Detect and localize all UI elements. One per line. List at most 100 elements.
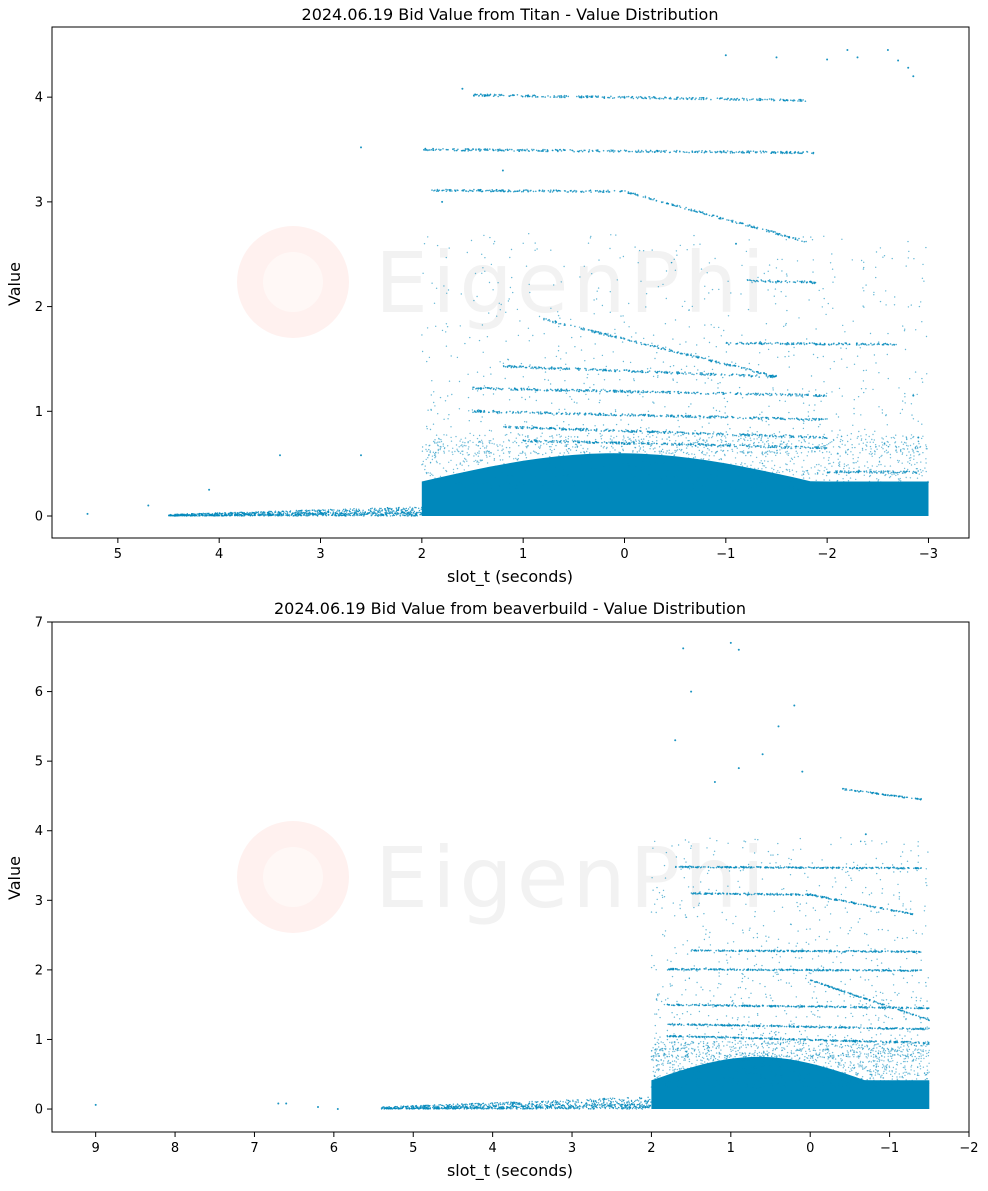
- scatter-point: [608, 441, 610, 443]
- scatter-point: [900, 441, 903, 443]
- scatter-point: [236, 512, 239, 514]
- scatter-point: [613, 189, 616, 192]
- scatter-point: [207, 515, 209, 517]
- scatter-point: [784, 436, 786, 438]
- scatter-point: [442, 148, 444, 150]
- scatter-point: [761, 435, 763, 437]
- scatter-point: [590, 461, 592, 464]
- scatter-point: [562, 458, 564, 460]
- scatter-point: [621, 469, 624, 471]
- scatter-point: [657, 97, 660, 100]
- scatter-point: [578, 150, 581, 152]
- scatter-point: [708, 455, 711, 457]
- scatter-point: [560, 461, 562, 463]
- scatter-point: [710, 360, 712, 363]
- scatter-point: [685, 452, 688, 455]
- scatter-point: [693, 479, 696, 481]
- scatter-point: [357, 513, 359, 516]
- scatter-point: [819, 436, 822, 439]
- scatter-point: [818, 418, 820, 420]
- scatter-point: [652, 488, 654, 490]
- scatter-point: [482, 443, 484, 445]
- scatter-point: [609, 334, 612, 336]
- scatter-point: [239, 515, 241, 517]
- scatter-point: [789, 393, 791, 395]
- scatter-point: [780, 477, 782, 479]
- scatter-point: [567, 435, 570, 438]
- scatter-point: [911, 448, 913, 450]
- scatter-point: [609, 389, 611, 392]
- scatter-point: [819, 487, 821, 489]
- scatter-point: [384, 513, 387, 516]
- scatter-point: [513, 150, 515, 152]
- scatter-point: [476, 189, 478, 192]
- scatter-point: [336, 515, 338, 517]
- scatter-point: [380, 507, 382, 510]
- scatter-point: [263, 515, 265, 517]
- scatter-point: [546, 390, 548, 392]
- scatter-point: [674, 476, 676, 478]
- scatter-point: [497, 445, 499, 448]
- scatter-point: [704, 473, 706, 476]
- scatter-point: [857, 460, 859, 462]
- scatter-point: [338, 510, 340, 512]
- scatter-point: [322, 514, 324, 516]
- scatter-point: [723, 453, 726, 456]
- scatter-point: [533, 94, 536, 96]
- scatter-point: [696, 372, 698, 375]
- scatter-point: [655, 391, 657, 394]
- scatter-point: [524, 454, 527, 456]
- scatter-point: [767, 460, 769, 463]
- scatter-point: [767, 280, 770, 282]
- scatter-point: [692, 458, 695, 460]
- scatter-point: [209, 513, 211, 515]
- scatter-point: [302, 512, 304, 514]
- scatter-point: [790, 481, 792, 483]
- scatter-point: [546, 149, 549, 151]
- scatter-point: [713, 374, 716, 376]
- scatter-point: [829, 441, 831, 444]
- scatter-point: [616, 369, 618, 371]
- scatter-point: [914, 463, 916, 466]
- scatter-point: [592, 389, 595, 392]
- scatter-point: [492, 190, 495, 193]
- scatter-point: [562, 469, 565, 471]
- scatter-point: [625, 149, 628, 152]
- scatter-point: [811, 450, 813, 452]
- scatter-point: [597, 414, 599, 416]
- scatter-point: [676, 474, 678, 477]
- scatter-point: [471, 190, 474, 192]
- scatter-point: [509, 487, 511, 490]
- scatter-point: [747, 476, 749, 478]
- scatter-point: [521, 476, 523, 479]
- scatter-point: [695, 97, 697, 99]
- scatter-point: [910, 434, 913, 436]
- scatter-point: [919, 469, 922, 471]
- scatter-point: [898, 479, 900, 481]
- scatter-point: [786, 463, 788, 466]
- scatter-point: [552, 437, 554, 439]
- scatter-point: [514, 485, 516, 488]
- scatter-point: [624, 190, 626, 192]
- scatter-point: [654, 486, 656, 488]
- scatter-point: [287, 514, 290, 516]
- scatter-point: [708, 214, 711, 217]
- scatter-point: [373, 512, 376, 514]
- scatter-point: [662, 346, 664, 349]
- scatter-point: [909, 444, 912, 447]
- scatter-point: [465, 458, 467, 461]
- scatter-point: [492, 95, 495, 97]
- scatter-point: [495, 190, 497, 192]
- scatter-point: [831, 465, 833, 467]
- scatter-point: [462, 441, 464, 443]
- scatter-point: [439, 448, 441, 451]
- scatter-point: [543, 318, 545, 321]
- scatter-point: [882, 438, 884, 440]
- scatter-point: [860, 343, 862, 346]
- scatter-point: [754, 467, 756, 470]
- scatter-point: [582, 469, 584, 471]
- scatter-point: [781, 447, 783, 450]
- scatter-point: [761, 343, 763, 346]
- scatter-point: [462, 450, 464, 452]
- scatter-point: [908, 462, 911, 465]
